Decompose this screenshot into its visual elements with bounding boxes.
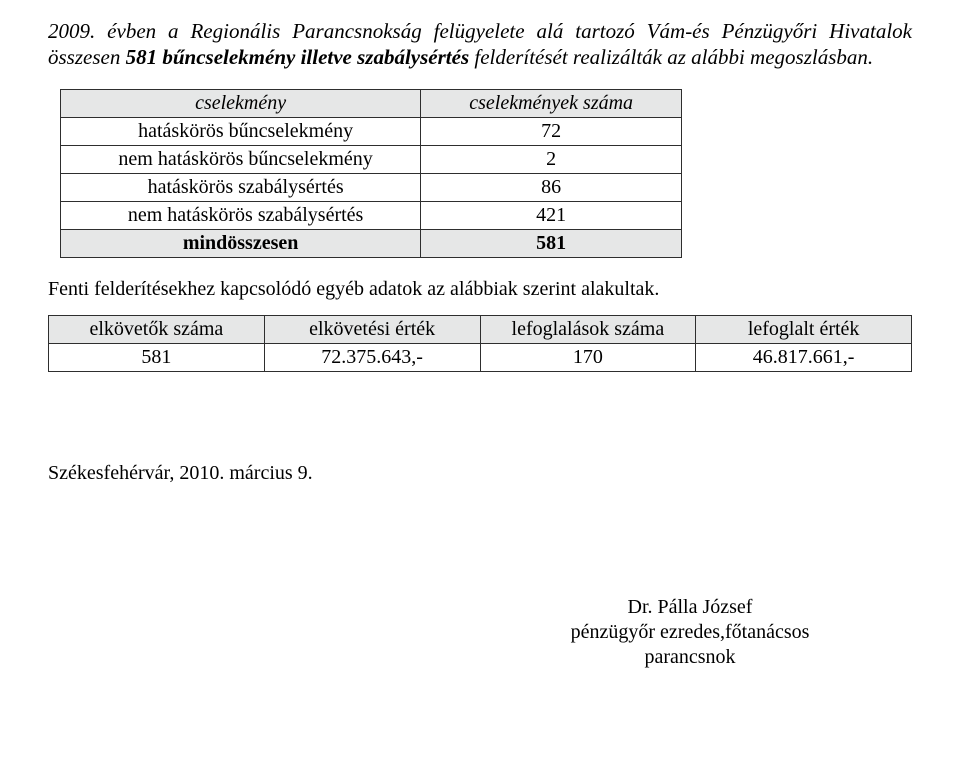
crime-header-0: cselekmény xyxy=(61,89,421,117)
seize-header-row: elkövetők száma elkövetési érték lefogla… xyxy=(49,315,912,343)
seize-val-3: 46.817.661,- xyxy=(696,343,912,371)
signature-name: Dr. Pálla József xyxy=(468,595,912,620)
signature-role: parancsnok xyxy=(468,645,912,670)
intro-post: felderítését realizálták az alábbi megos… xyxy=(469,45,873,69)
crime-total-label: mindösszesen xyxy=(61,229,421,257)
crime-table: cselekmény cselekmények száma hatáskörös… xyxy=(60,89,682,258)
table-row: nem hatáskörös szabálysértés 421 xyxy=(61,201,682,229)
crime-val-3: 421 xyxy=(421,201,682,229)
crime-cat-0: hatáskörös bűncselekmény xyxy=(61,117,421,145)
crime-val-2: 86 xyxy=(421,173,682,201)
table-row: nem hatáskörös bűncselekmény 2 xyxy=(61,145,682,173)
crime-cat-1: nem hatáskörös bűncselekmény xyxy=(61,145,421,173)
date-place: Székesfehérvár, 2010. március 9. xyxy=(48,462,912,485)
table-row: hatáskörös bűncselekmény 72 xyxy=(61,117,682,145)
seize-table: elkövetők száma elkövetési érték lefogla… xyxy=(48,315,912,372)
between-paragraph: Fenti felderítésekhez kapcsolódó egyéb a… xyxy=(48,278,912,301)
crime-val-1: 2 xyxy=(421,145,682,173)
crime-header-1: cselekmények száma xyxy=(421,89,682,117)
intro-paragraph: 2009. évben a Regionális Parancsnokság f… xyxy=(48,18,912,71)
crime-total-value: 581 xyxy=(421,229,682,257)
seize-header-0: elkövetők száma xyxy=(49,315,265,343)
seize-val-1: 72.375.643,- xyxy=(264,343,480,371)
intro-bold: 581 bűncselekmény illetve szabálysértés xyxy=(126,45,470,69)
document-page: 2009. évben a Regionális Parancsnokság f… xyxy=(0,0,960,688)
seize-val-2: 170 xyxy=(480,343,696,371)
crime-header-row: cselekmény cselekmények száma xyxy=(61,89,682,117)
seize-header-1: elkövetési érték xyxy=(264,315,480,343)
seize-header-3: lefoglalt érték xyxy=(696,315,912,343)
seize-header-2: lefoglalások száma xyxy=(480,315,696,343)
signature-title: pénzügyőr ezredes,főtanácsos xyxy=(468,620,912,645)
seize-val-0: 581 xyxy=(49,343,265,371)
crime-val-0: 72 xyxy=(421,117,682,145)
crime-total-row: mindösszesen 581 xyxy=(61,229,682,257)
table-row: hatáskörös szabálysértés 86 xyxy=(61,173,682,201)
crime-cat-3: nem hatáskörös szabálysértés xyxy=(61,201,421,229)
signature-block: Dr. Pálla József pénzügyőr ezredes,főtan… xyxy=(468,595,912,670)
crime-cat-2: hatáskörös szabálysértés xyxy=(61,173,421,201)
table-row: 581 72.375.643,- 170 46.817.661,- xyxy=(49,343,912,371)
